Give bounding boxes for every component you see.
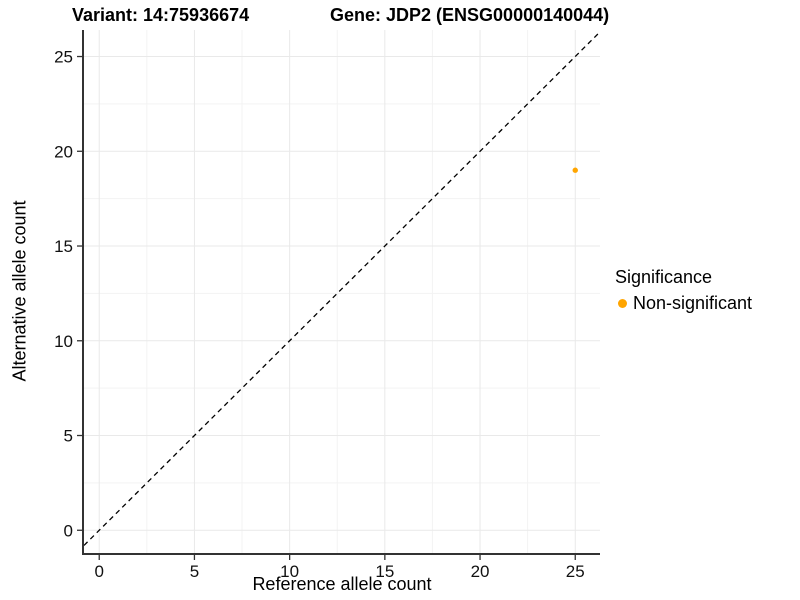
- legend-title: Significance: [615, 267, 713, 287]
- plot-title-gene: Gene: JDP2 (ENSG00000140044): [330, 5, 610, 25]
- y-tick-label: 5: [64, 427, 73, 446]
- x-tick-label: 0: [94, 562, 103, 581]
- y-tick-label: 25: [54, 48, 73, 67]
- y-tick-label: 10: [54, 332, 73, 351]
- x-tick-label: 5: [190, 562, 199, 581]
- y-tick-label: 0: [64, 521, 73, 540]
- x-tick-label: 10: [280, 562, 299, 581]
- y-tick-label: 15: [54, 237, 73, 256]
- identity-line: [83, 31, 601, 546]
- plot-panel: 0 5 10 15 20 25 0 5 10 15 20 25: [54, 30, 601, 581]
- x-tick-label: 20: [471, 562, 490, 581]
- x-axis-title: Reference allele count: [252, 574, 432, 594]
- x-tick-label: 25: [566, 562, 585, 581]
- plot-title-variant: Variant: 14:75936674: [72, 5, 250, 25]
- y-axis-title: Alternative allele count: [9, 200, 30, 382]
- legend: Significance Non-significant: [615, 267, 752, 314]
- data-point: [572, 167, 578, 173]
- legend-point-icon: [618, 299, 627, 308]
- legend-item-label: Non-significant: [633, 293, 753, 313]
- y-tick-label: 20: [54, 142, 73, 161]
- legend-item-non-significant: Non-significant: [615, 293, 752, 314]
- scatter-plot-canvas: 0 5 10 15 20 25 0 5 10 15 20 25: [54, 30, 601, 581]
- x-tick-label: 15: [375, 562, 394, 581]
